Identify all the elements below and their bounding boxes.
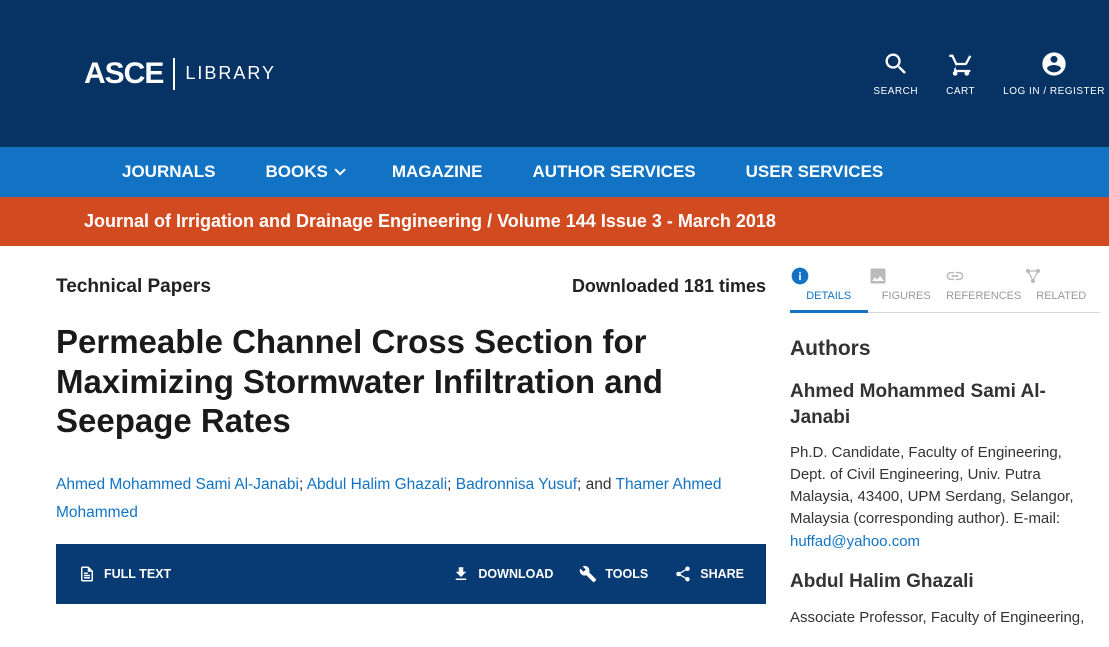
- account-icon: [1040, 50, 1068, 78]
- cart-button[interactable]: CART: [946, 50, 975, 97]
- author-sep: ; and: [577, 476, 616, 493]
- login-label: LOG IN / REGISTER: [1003, 86, 1105, 97]
- share-button[interactable]: SHARE: [674, 565, 744, 583]
- tab-figures-label: FIGURES: [882, 290, 931, 302]
- search-button[interactable]: SEARCH: [873, 50, 918, 97]
- tab-related-label: RELATED: [1036, 290, 1086, 302]
- related-icon: [1023, 266, 1101, 286]
- cart-icon: [947, 50, 975, 78]
- sidebar-author-affiliation: Associate Professor, Faculty of Engineer…: [790, 607, 1100, 629]
- fulltext-button[interactable]: FULL TEXT: [78, 564, 171, 584]
- article-title: Permeable Channel Cross Section for Maxi…: [56, 322, 766, 441]
- chevron-down-icon: [334, 164, 345, 175]
- logo-divider: [173, 58, 175, 90]
- main-column: Technical Papers Downloaded 181 times Pe…: [56, 266, 766, 647]
- tab-references[interactable]: REFERENCES: [945, 266, 1023, 312]
- tab-figures[interactable]: FIGURES: [868, 266, 946, 312]
- sidebar-author-name: Ahmed Mohammed Sami Al-Janabi: [790, 379, 1100, 430]
- nav-books[interactable]: BOOKS: [266, 162, 342, 182]
- article-action-bar: FULL TEXT DOWNLOAD TOOLS SHARE: [56, 544, 766, 604]
- breadcrumb-sep: /: [487, 211, 492, 231]
- site-header: ASCE LIBRARY SEARCH CART LOG IN / REGIST…: [0, 0, 1109, 147]
- sidebar-authors-heading: Authors: [790, 337, 1100, 361]
- sidebar-author-name: Abdul Halim Ghazali: [790, 569, 1100, 595]
- login-button[interactable]: LOG IN / REGISTER: [1003, 50, 1105, 97]
- document-icon: [78, 564, 96, 584]
- tab-details[interactable]: DETAILS: [790, 266, 868, 313]
- cart-label: CART: [946, 86, 975, 97]
- sidebar-tabs: DETAILS FIGURES REFERENCES RELATED: [790, 266, 1100, 313]
- tab-related[interactable]: RELATED: [1023, 266, 1101, 312]
- nav-user-services[interactable]: USER SERVICES: [746, 162, 884, 182]
- breadcrumb-journal[interactable]: Journal of Irrigation and Drainage Engin…: [84, 211, 482, 231]
- header-actions: SEARCH CART LOG IN / REGISTER: [873, 50, 1109, 97]
- info-icon: [790, 266, 868, 286]
- tools-label: TOOLS: [605, 567, 648, 581]
- logo-text-asce: ASCE: [84, 57, 163, 91]
- content-area: Technical Papers Downloaded 181 times Pe…: [0, 246, 1109, 647]
- download-button[interactable]: DOWNLOAD: [452, 565, 553, 583]
- wrench-icon: [579, 565, 597, 583]
- nav-journals[interactable]: JOURNALS: [122, 162, 216, 182]
- nav-author-services[interactable]: AUTHOR SERVICES: [533, 162, 696, 182]
- meta-row: Technical Papers Downloaded 181 times: [56, 276, 766, 298]
- search-label: SEARCH: [873, 86, 918, 97]
- share-icon: [674, 565, 692, 583]
- nav-magazine[interactable]: MAGAZINE: [392, 162, 483, 182]
- authors-line: Ahmed Mohammed Sami Al-Janabi; Abdul Hal…: [56, 471, 766, 528]
- author-sep: ;: [447, 476, 456, 493]
- share-label: SHARE: [700, 567, 744, 581]
- author-link[interactable]: Badronnisa Yusuf: [456, 476, 577, 493]
- breadcrumb-issue[interactable]: Volume 144 Issue 3 - March 2018: [497, 211, 776, 231]
- tab-references-label: REFERENCES: [946, 290, 1021, 302]
- author-sep: ;: [299, 476, 307, 493]
- image-icon: [868, 266, 946, 286]
- breadcrumb: Journal of Irrigation and Drainage Engin…: [0, 197, 1109, 246]
- author-link[interactable]: Abdul Halim Ghazali: [307, 476, 447, 493]
- download-count: Downloaded 181 times: [572, 276, 766, 298]
- article-category: Technical Papers: [56, 276, 211, 298]
- download-label: DOWNLOAD: [478, 567, 553, 581]
- sidebar-author-block: Ahmed Mohammed Sami Al-Janabi Ph.D. Cand…: [790, 379, 1100, 551]
- logo-text-library: LIBRARY: [185, 63, 276, 84]
- download-icon: [452, 565, 470, 583]
- search-icon: [882, 50, 910, 78]
- tab-details-label: DETAILS: [806, 290, 851, 302]
- tools-button[interactable]: TOOLS: [579, 565, 648, 583]
- author-link[interactable]: Ahmed Mohammed Sami Al-Janabi: [56, 476, 299, 493]
- link-icon: [945, 266, 1023, 286]
- sidebar-author-email[interactable]: huffad@yahoo.com: [790, 533, 920, 550]
- sidebar-author-affiliation: Ph.D. Candidate, Faculty of Engineering,…: [790, 442, 1100, 529]
- sidebar: DETAILS FIGURES REFERENCES RELATED: [790, 266, 1100, 647]
- fulltext-label: FULL TEXT: [104, 567, 171, 581]
- site-logo[interactable]: ASCE LIBRARY: [84, 57, 276, 91]
- main-nav: JOURNALS BOOKS MAGAZINE AUTHOR SERVICES …: [0, 147, 1109, 197]
